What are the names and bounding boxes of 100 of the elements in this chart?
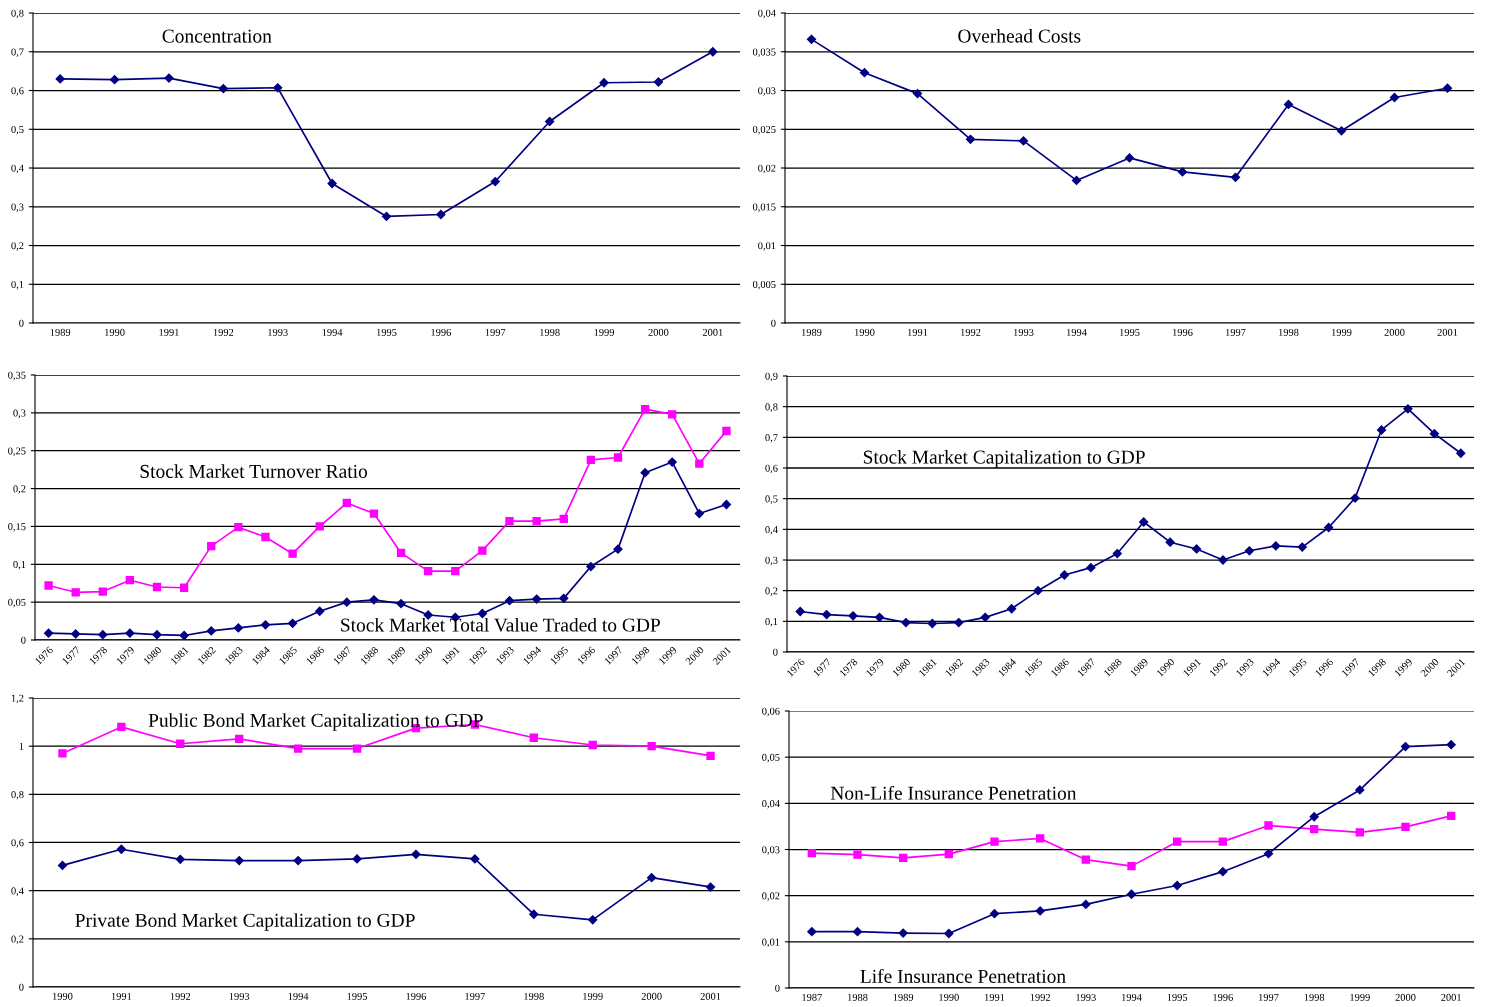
point — [58, 749, 67, 758]
y-tick-label: 0,2 — [765, 587, 778, 596]
point — [1429, 429, 1439, 439]
y-tick-label: 0,01 — [758, 242, 776, 251]
x-tick-label: 1994 — [1067, 328, 1087, 336]
y-tick-label: 0,005 — [752, 280, 776, 290]
x-tick-label: 1996 — [431, 328, 451, 336]
point — [1177, 167, 1188, 177]
point — [152, 630, 162, 640]
y-tick-label: 0,1 — [11, 280, 24, 290]
point — [980, 612, 990, 622]
y-tick-label: 1,2 — [11, 694, 24, 704]
x-tick-label: 1990 — [105, 328, 125, 336]
point — [807, 849, 817, 858]
x-tick-label: 1999 — [583, 992, 603, 1000]
point — [234, 855, 244, 866]
point — [287, 618, 298, 628]
point — [1218, 837, 1228, 846]
point — [853, 850, 862, 859]
point — [342, 597, 352, 607]
y-tick-label: 0,06 — [762, 707, 780, 717]
point — [1035, 906, 1045, 916]
point — [1309, 825, 1319, 834]
point — [478, 546, 487, 555]
y-tick-label: 0,7 — [765, 434, 778, 443]
point — [545, 116, 555, 127]
point — [1139, 517, 1149, 527]
point — [586, 561, 596, 572]
text: Overhead Costs — [958, 28, 1081, 43]
point — [708, 47, 718, 57]
point — [1127, 861, 1136, 871]
x-tick-label: 1987 — [802, 993, 822, 1001]
y-tick-label: 0,8 — [11, 9, 24, 19]
point — [848, 611, 858, 621]
y-tick-label: 0,3 — [13, 409, 26, 419]
y-tick-label: 0,015 — [752, 203, 776, 212]
y-tick-label: 0,03 — [762, 846, 780, 855]
x-tick-label: 1988 — [848, 993, 868, 1001]
point — [352, 744, 362, 753]
point — [532, 516, 541, 526]
point — [1376, 425, 1387, 435]
point — [529, 733, 538, 742]
point — [695, 459, 704, 468]
y-tick-label: 0 — [773, 648, 778, 656]
point — [57, 860, 68, 871]
point — [293, 744, 303, 753]
point — [586, 455, 596, 464]
y-tick-label: 0,35 — [8, 371, 26, 381]
x-tick-label: 1995 — [1167, 993, 1188, 1001]
point — [327, 178, 337, 189]
point — [667, 457, 677, 467]
y-tick-label: 0,15 — [8, 523, 26, 532]
x-tick-label: 1995 — [377, 328, 397, 336]
y-tick-label: 0,05 — [8, 598, 26, 608]
point — [668, 410, 677, 419]
point — [43, 628, 54, 638]
point — [288, 549, 297, 558]
point — [505, 516, 514, 526]
text: Stock Market Capitalization to GDP — [863, 449, 1145, 468]
point — [1172, 837, 1182, 846]
x-tick-label: 1991 — [111, 992, 132, 1000]
point — [477, 608, 488, 619]
point — [1403, 404, 1413, 414]
point — [233, 623, 243, 633]
point — [504, 596, 515, 606]
point — [807, 927, 817, 937]
x-tick-label: 2001 — [1437, 328, 1458, 336]
x-tick-label: 1998 — [1304, 993, 1325, 1001]
x-tick-label: 2001 — [702, 328, 723, 336]
point — [1126, 889, 1137, 899]
y-tick-label: 0,03 — [758, 87, 776, 96]
point — [1309, 812, 1319, 822]
x-tick-label: 1992 — [213, 328, 234, 336]
y-tick-label: 0,2 — [11, 935, 24, 945]
point — [722, 426, 731, 436]
y-tick-label: 0,6 — [765, 464, 778, 474]
y-tick-label: 0,5 — [765, 495, 778, 504]
y-tick-label: 0,01 — [762, 938, 780, 948]
x-tick-label: 1990 — [52, 992, 73, 1000]
point — [369, 595, 379, 605]
point — [55, 74, 65, 84]
y-tick-label: 0,2 — [11, 242, 24, 251]
point — [451, 566, 460, 576]
point — [912, 88, 923, 99]
point — [261, 532, 270, 542]
x-tick-label: 1994 — [1122, 993, 1142, 1001]
point — [640, 404, 650, 414]
y-tick-label: 0 — [21, 636, 26, 644]
x-tick-label: 1999 — [594, 328, 615, 336]
point — [1230, 172, 1241, 182]
x-tick-label: 1992 — [170, 992, 191, 1000]
point — [1033, 586, 1043, 596]
y-tick-label: 0,1 — [765, 618, 778, 627]
point — [260, 620, 271, 630]
text: Non-Life Insurance Penetration — [830, 785, 1077, 800]
point — [874, 612, 885, 622]
point — [175, 854, 185, 864]
point — [613, 453, 623, 462]
point — [653, 77, 664, 87]
point — [152, 582, 162, 592]
